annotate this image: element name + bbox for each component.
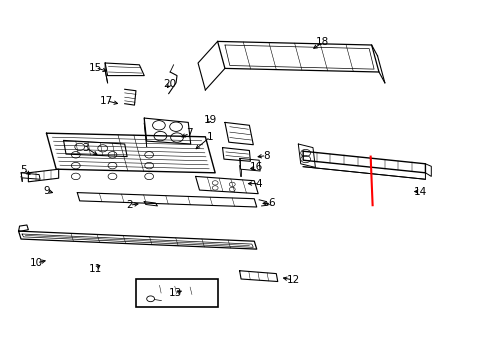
- Text: 8: 8: [263, 150, 269, 161]
- Text: 1: 1: [206, 132, 213, 142]
- Text: 5: 5: [20, 165, 27, 175]
- Text: 4: 4: [255, 179, 262, 189]
- Text: 11: 11: [88, 264, 102, 274]
- Text: 20: 20: [163, 78, 176, 89]
- Text: 15: 15: [88, 63, 102, 73]
- Text: 3: 3: [82, 143, 89, 153]
- Text: 14: 14: [413, 186, 427, 197]
- Text: 9: 9: [43, 186, 50, 196]
- Text: 19: 19: [203, 114, 217, 125]
- Text: 13: 13: [168, 288, 182, 298]
- Text: 18: 18: [315, 37, 329, 48]
- Text: 6: 6: [267, 198, 274, 208]
- Text: 17: 17: [100, 96, 113, 106]
- Text: 2: 2: [126, 200, 133, 210]
- Text: 10: 10: [30, 258, 43, 268]
- Bar: [136, 279, 218, 307]
- Text: 7: 7: [186, 128, 193, 138]
- Text: 16: 16: [249, 162, 263, 172]
- Text: 12: 12: [286, 275, 300, 285]
